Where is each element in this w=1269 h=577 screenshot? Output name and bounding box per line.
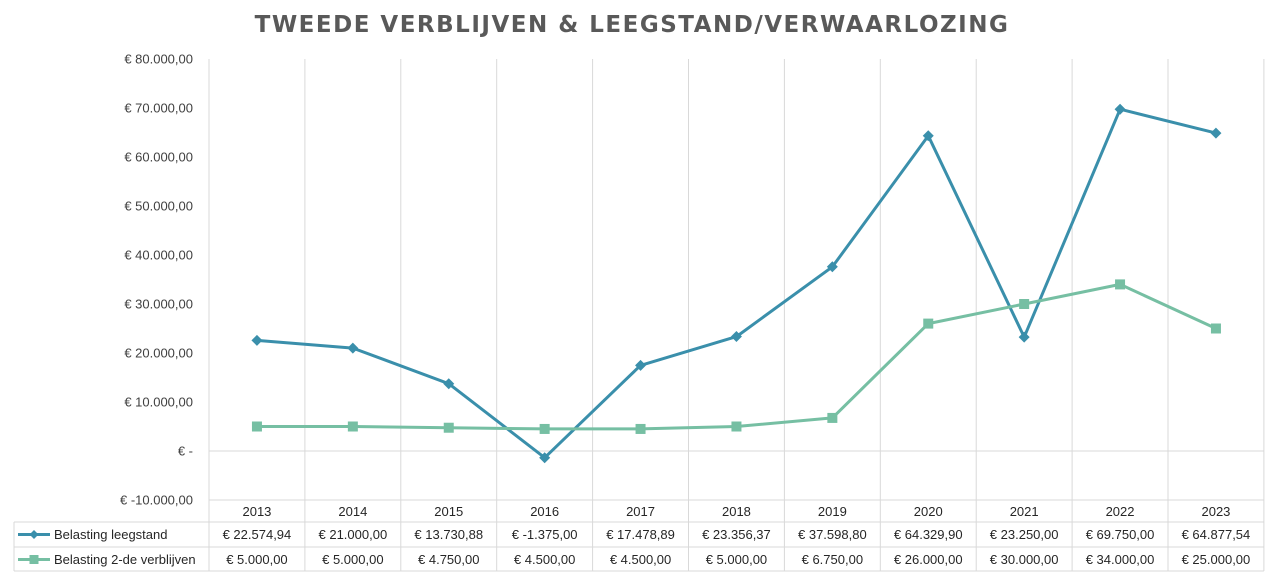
data-label: € 17.478,89 bbox=[606, 527, 675, 542]
data-label: € 5.000,00 bbox=[322, 552, 383, 567]
data-point-marker bbox=[443, 378, 455, 390]
series-name-label: Belasting leegstand bbox=[54, 527, 167, 542]
y-tick-label: € 20.000,00 bbox=[124, 346, 193, 361]
data-label: € 23.356,37 bbox=[702, 527, 771, 542]
data-label: € 4.750,00 bbox=[418, 552, 479, 567]
data-point-marker bbox=[731, 421, 742, 432]
x-tick-label: 2013 bbox=[242, 504, 271, 519]
data-label: € 13.730,88 bbox=[414, 527, 483, 542]
chart-title: TWEEDE VERBLIJVEN & LEEGSTAND/VERWAARLOZ… bbox=[255, 12, 1010, 38]
x-tick-label: 2018 bbox=[722, 504, 751, 519]
data-point-marker bbox=[443, 422, 454, 433]
x-tick-label: 2020 bbox=[914, 504, 943, 519]
x-tick-label: 2019 bbox=[818, 504, 847, 519]
data-point-marker bbox=[251, 421, 262, 432]
data-point-marker bbox=[1115, 279, 1126, 290]
data-point-marker bbox=[1210, 127, 1222, 139]
data-label: € 30.000,00 bbox=[990, 552, 1059, 567]
data-point-marker bbox=[923, 318, 934, 329]
data-label: € 5.000,00 bbox=[706, 552, 767, 567]
data-label: € 64.877,54 bbox=[1182, 527, 1251, 542]
series-name-label: Belasting 2-de verblijven bbox=[54, 552, 196, 567]
data-point-marker bbox=[1018, 331, 1030, 343]
data-label: € 4.500,00 bbox=[610, 552, 671, 567]
y-tick-label: € 60.000,00 bbox=[124, 150, 193, 165]
data-label: € 37.598,80 bbox=[798, 527, 867, 542]
x-tick-label: 2022 bbox=[1106, 504, 1135, 519]
y-tick-label: € 80.000,00 bbox=[124, 52, 193, 67]
x-tick-label: 2023 bbox=[1201, 504, 1230, 519]
data-label: € 64.329,90 bbox=[894, 527, 963, 542]
data-point-marker bbox=[347, 342, 359, 354]
data-point-marker bbox=[1114, 103, 1126, 115]
y-tick-label: € 70.000,00 bbox=[124, 101, 193, 116]
data-point-marker bbox=[539, 423, 550, 434]
x-tick-label: 2014 bbox=[338, 504, 367, 519]
data-label: € 69.750,00 bbox=[1086, 527, 1155, 542]
y-tick-label: € 30.000,00 bbox=[124, 297, 193, 312]
y-tick-label: € - bbox=[178, 444, 193, 459]
data-point-marker bbox=[635, 423, 646, 434]
data-point-marker bbox=[1019, 299, 1030, 309]
data-label: € 23.250,00 bbox=[990, 527, 1059, 542]
x-tick-label: 2016 bbox=[530, 504, 559, 519]
legend-key-marker bbox=[29, 530, 39, 539]
data-label: € -1.375,00 bbox=[512, 527, 578, 542]
data-point-marker bbox=[730, 331, 742, 343]
data-label: € 21.000,00 bbox=[319, 527, 388, 542]
y-tick-label: € 40.000,00 bbox=[124, 248, 193, 263]
x-tick-label: 2017 bbox=[626, 504, 655, 519]
legend-key-marker bbox=[29, 555, 39, 564]
y-tick-label: € 50.000,00 bbox=[124, 199, 193, 214]
data-point-marker bbox=[826, 261, 838, 273]
x-tick-label: 2015 bbox=[434, 504, 463, 519]
data-point-marker bbox=[827, 412, 838, 423]
y-tick-label: € -10.000,00 bbox=[120, 493, 193, 508]
data-label: € 22.574,94 bbox=[223, 527, 292, 542]
data-point-marker bbox=[539, 452, 551, 464]
data-label: € 34.000,00 bbox=[1086, 552, 1155, 567]
data-point-marker bbox=[922, 130, 934, 142]
x-tick-label: 2021 bbox=[1010, 504, 1039, 519]
data-label: € 6.750,00 bbox=[802, 552, 863, 567]
data-point-marker bbox=[1210, 323, 1221, 334]
data-point-marker bbox=[251, 334, 263, 346]
y-tick-label: € 10.000,00 bbox=[124, 395, 193, 410]
data-label: € 4.500,00 bbox=[514, 552, 575, 567]
data-label: € 25.000,00 bbox=[1182, 552, 1251, 567]
data-label: € 26.000,00 bbox=[894, 552, 963, 567]
data-point-marker bbox=[635, 359, 647, 371]
data-point-marker bbox=[347, 421, 358, 432]
data-label: € 5.000,00 bbox=[226, 552, 287, 567]
